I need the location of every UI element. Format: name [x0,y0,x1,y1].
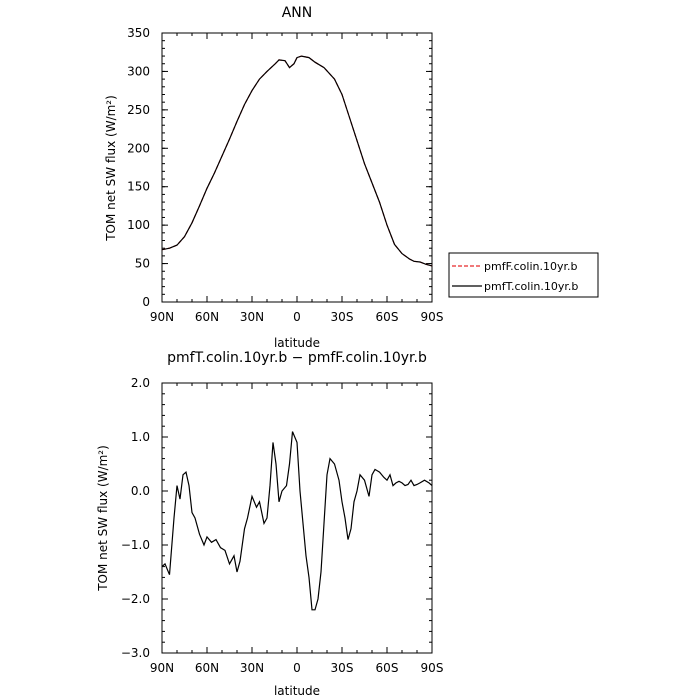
top-panel: ANN 90N 60N 30N 0 30S 60S 90S 0 50 100 150 200 250 30… [104,5,443,350]
y-tick-label: 1.0 [131,430,150,444]
top-x-axis-label: latitude [274,336,320,350]
x-tick-label: 0 [293,310,301,324]
legend-entry-pmfF: pmfF.colin.10yr.b [484,260,578,273]
y-tick-label: −3.0 [121,646,150,660]
x-tick-label: 60S [376,310,399,324]
bottom-x-axis-label: latitude [274,684,320,698]
bottom-chart-title: pmfT.colin.10yr.b − pmfF.colin.10yr.b [167,350,427,366]
y-tick-label: 300 [127,64,150,78]
x-tick-label: 30S [331,661,354,675]
top-plot-frame [161,32,433,303]
y-tick-label: 100 [127,218,150,232]
x-tick-label: 30N [240,661,264,675]
y-tick-label: −1.0 [121,538,150,552]
legend-box [448,252,599,298]
y-tick-label: 0 [142,295,150,309]
top-y-axis-label: TOM net SW flux (W/m²) [104,95,118,242]
y-tick-label: −2.0 [121,592,150,606]
y-tick-label: 350 [127,26,150,40]
y-tick-label: 0.0 [131,484,150,498]
y-tick-label: 150 [127,180,150,194]
legend-entry-pmfT: pmfT.colin.10yr.b [484,280,578,293]
x-tick-label: 30N [240,310,264,324]
x-tick-label: 90N [150,310,174,324]
bottom-panel: pmfT.colin.10yr.b − pmfF.colin.10yr.b 90… [96,350,443,698]
x-tick-label: 90S [421,661,444,675]
legend: pmfF.colin.10yr.b pmfT.colin.10yr.b [448,252,599,298]
series-line-pmfT.colin.10yr.b [161,55,433,267]
x-tick-label: 0 [293,661,301,675]
top-chart-title: ANN [282,5,313,21]
x-tick-label: 60N [195,661,219,675]
bottom-y-axis-label: TOM net SW flux (W/m²) [96,445,110,592]
x-tick-label: 60S [376,661,399,675]
x-tick-label: 60N [195,310,219,324]
x-tick-label: 90N [150,661,174,675]
series-line-pmfF.colin.10yr.b [161,55,433,267]
x-tick-label: 90S [421,310,444,324]
y-tick-label: 250 [127,103,150,117]
y-tick-label: 200 [127,141,150,155]
series-line-diff-0 [161,431,433,611]
y-tick-label: 50 [135,257,150,271]
y-tick-label: 2.0 [131,376,150,390]
x-tick-label: 30S [331,310,354,324]
bottom-plot-frame [161,382,433,654]
